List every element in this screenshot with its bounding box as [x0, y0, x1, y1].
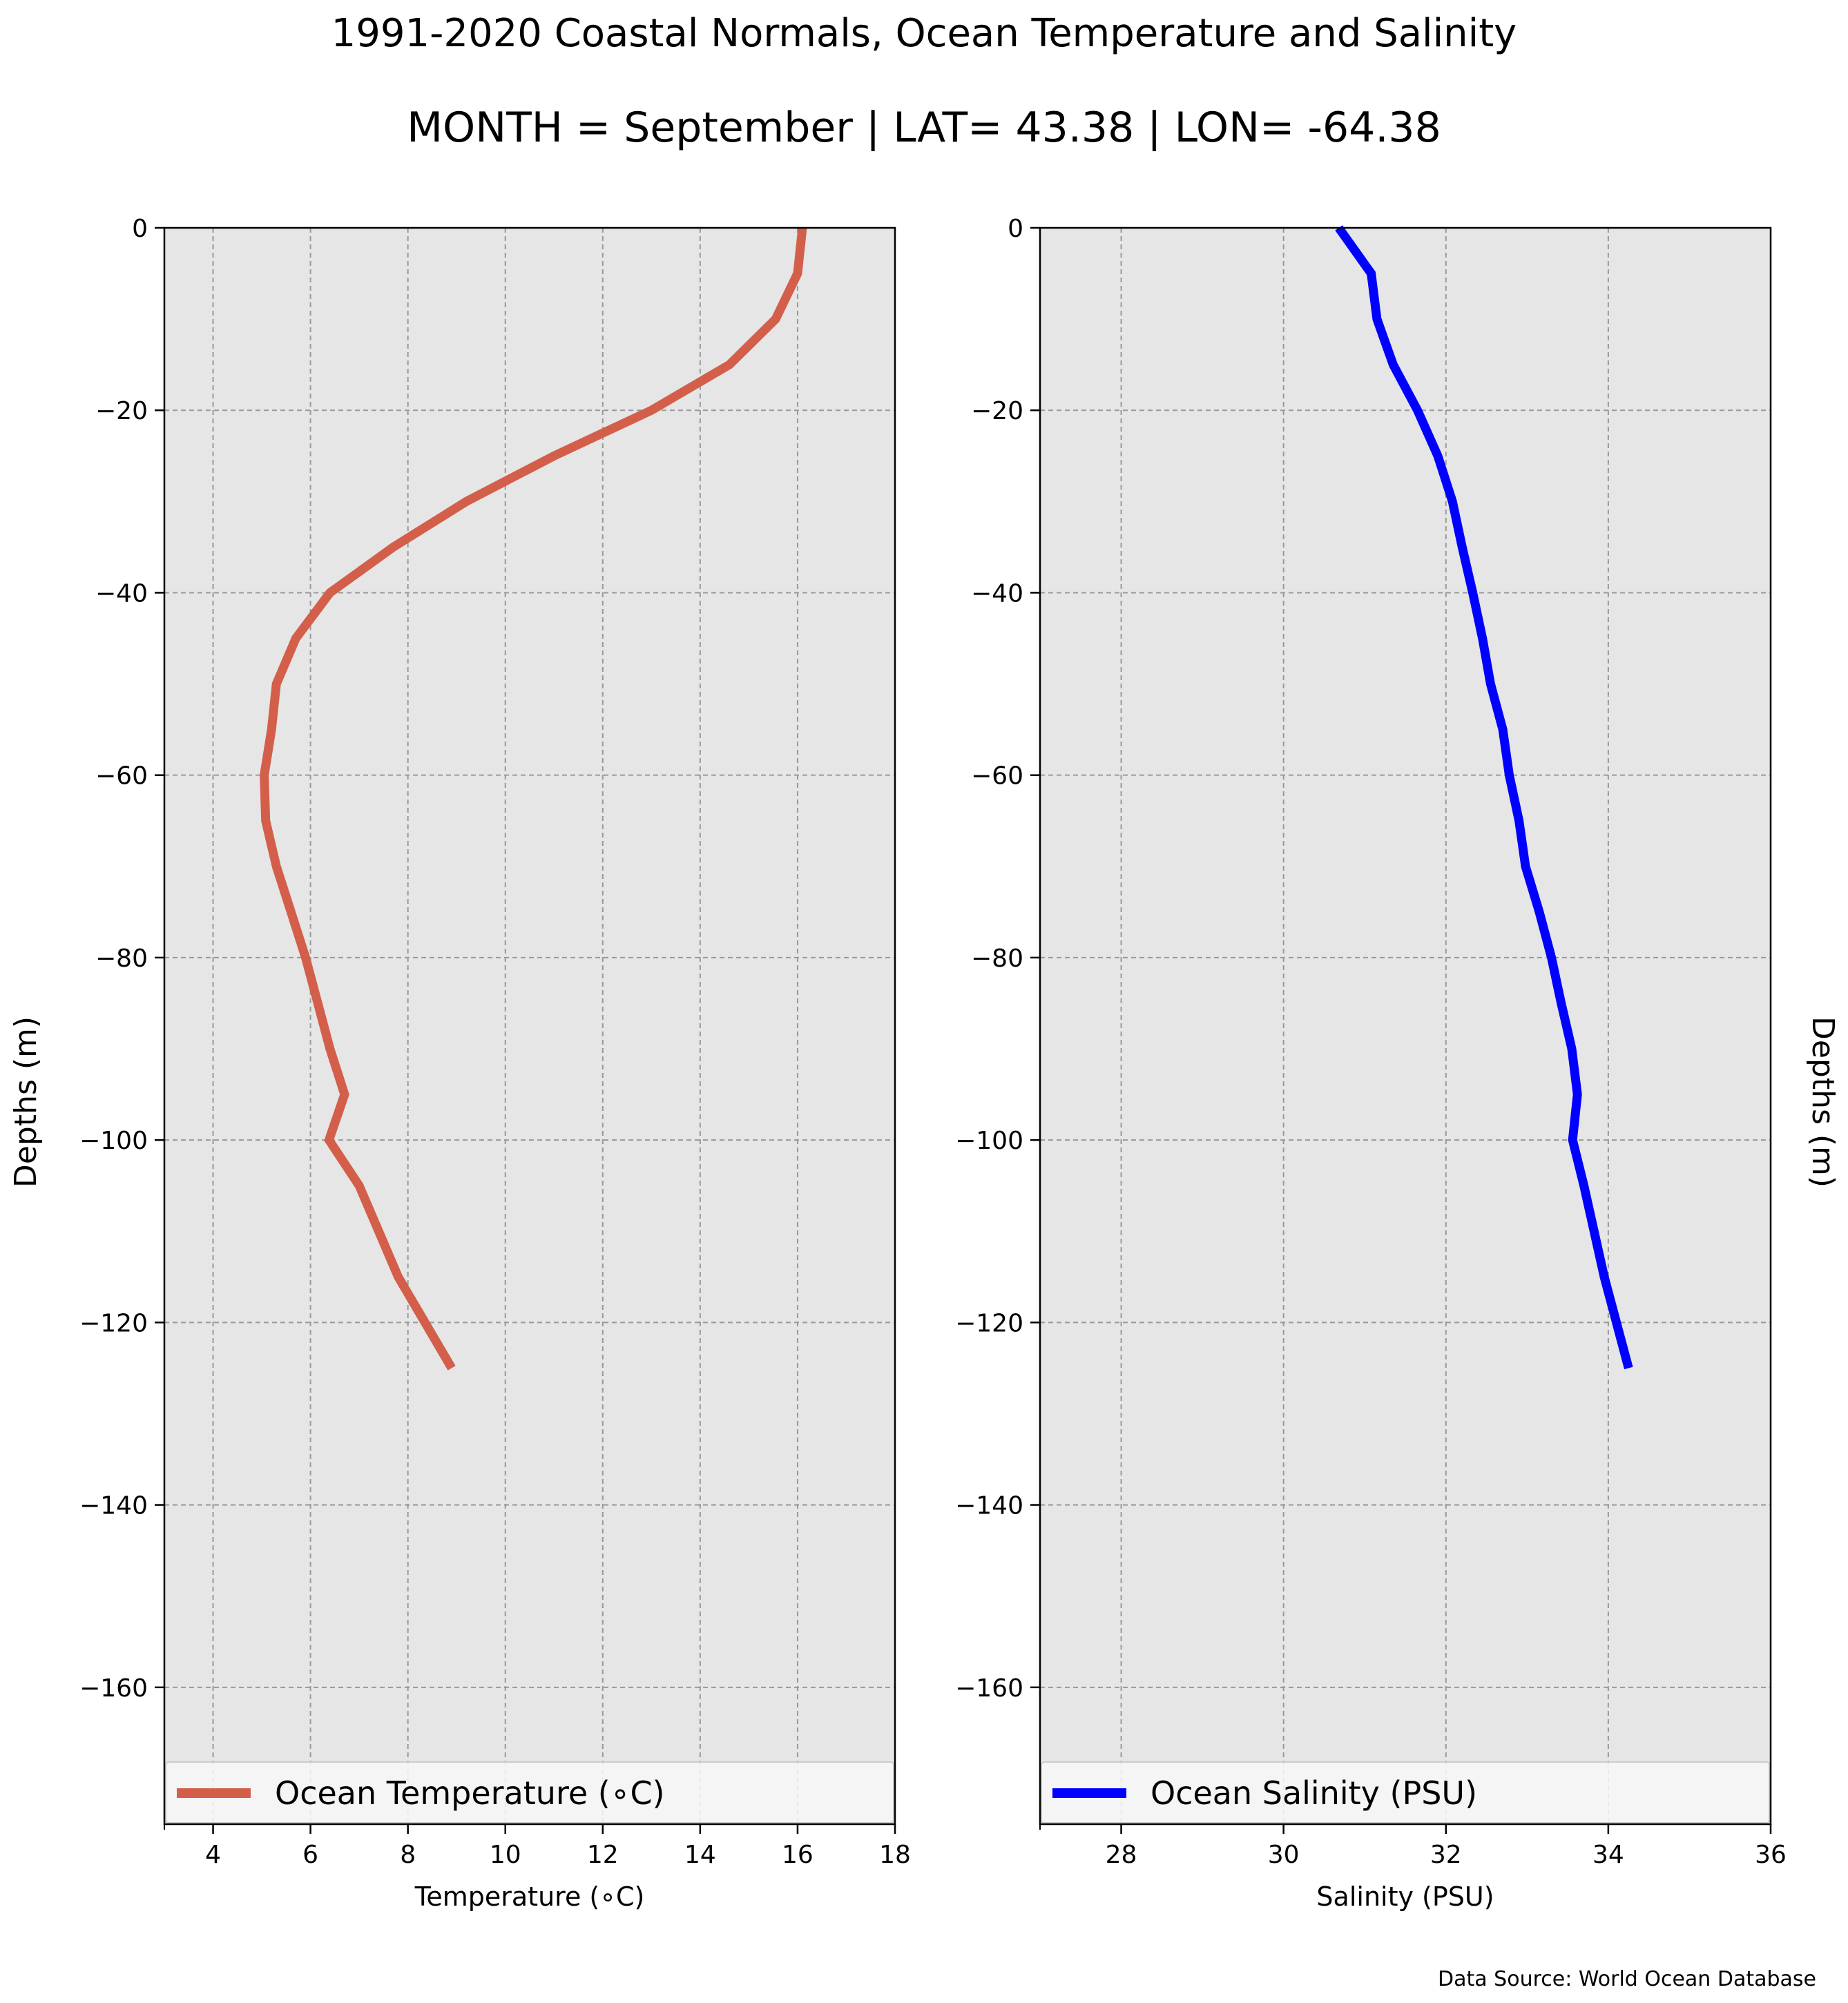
x-tick-label: 8: [400, 1841, 416, 1869]
legend-label: Ocean Temperature (∘C): [275, 1774, 665, 1812]
axes-frame: [1039, 226, 1772, 1826]
legend-box: [1041, 1761, 1770, 1823]
x-tick-label: 32: [1430, 1841, 1462, 1869]
series-line-1-0: [1335, 225, 1633, 1370]
y-tick-label: −60: [971, 762, 1023, 791]
y-tick-label: −80: [971, 945, 1023, 973]
legend-box: [165, 1761, 894, 1823]
x-axis-label: Salinity (PSU): [1316, 1881, 1494, 1912]
y-tick-label: −40: [95, 579, 148, 608]
x-tick-label: 10: [490, 1841, 521, 1869]
legend-label: Ocean Salinity (PSU): [1151, 1774, 1477, 1812]
y-tick-label: −40: [971, 579, 1023, 608]
y-axis-label: Depths (m): [8, 1016, 44, 1188]
data-source-note: Data Source: World Ocean Database: [1438, 1967, 1816, 1991]
x-tick-label: 16: [782, 1841, 814, 1869]
salinity-panel: Ocean Salinity (PSU) 28 30 32 34 36 0 −20 −40 −60…: [955, 215, 1840, 1912]
y-tick-label: −140: [79, 1492, 148, 1520]
x-tick-label: 14: [684, 1841, 716, 1869]
y-tick-label: −120: [79, 1309, 148, 1337]
chart-subtitle: MONTH = September | LAT= 43.38 | LON= -6…: [407, 104, 1441, 152]
series-line-0-0: [260, 227, 807, 1371]
x-tick-label: 30: [1268, 1841, 1300, 1869]
temperature-panel: Ocean Temperature (∘C) 4 6 8 10 12 14 16 18 0 −20 −…: [8, 215, 911, 1912]
y-tick-label: −20: [95, 397, 148, 425]
y-tick-label: −20: [971, 397, 1023, 425]
x-tick-label: 28: [1106, 1841, 1137, 1869]
y-tick-label: 0: [1008, 215, 1023, 243]
x-tick-label: 34: [1592, 1841, 1624, 1869]
x-axis-label: Temperature (∘C): [414, 1881, 645, 1912]
y-axis-label: Depths (m): [1805, 1016, 1840, 1188]
x-tick-label: 6: [302, 1841, 318, 1869]
chart-title: 1991-2020 Coastal Normals, Ocean Tempera…: [331, 11, 1517, 56]
axes-frame: [163, 226, 896, 1826]
y-tick-label: −160: [79, 1674, 148, 1703]
y-tick-label: −60: [95, 762, 148, 791]
x-tick-label: 4: [205, 1841, 221, 1869]
y-tick-label: −140: [955, 1492, 1023, 1520]
x-tick-label: 18: [879, 1841, 911, 1869]
y-tick-label: −160: [955, 1674, 1023, 1703]
y-tick-label: −100: [79, 1127, 148, 1155]
plot-background: [164, 228, 895, 1824]
y-tick-label: 0: [132, 215, 148, 243]
x-tick-label: 36: [1755, 1841, 1787, 1869]
x-tick-label: 12: [587, 1841, 619, 1869]
y-tick-label: −80: [95, 945, 148, 973]
plot-background: [1040, 228, 1771, 1824]
y-tick-label: −100: [955, 1127, 1023, 1155]
y-tick-label: −120: [955, 1309, 1023, 1337]
